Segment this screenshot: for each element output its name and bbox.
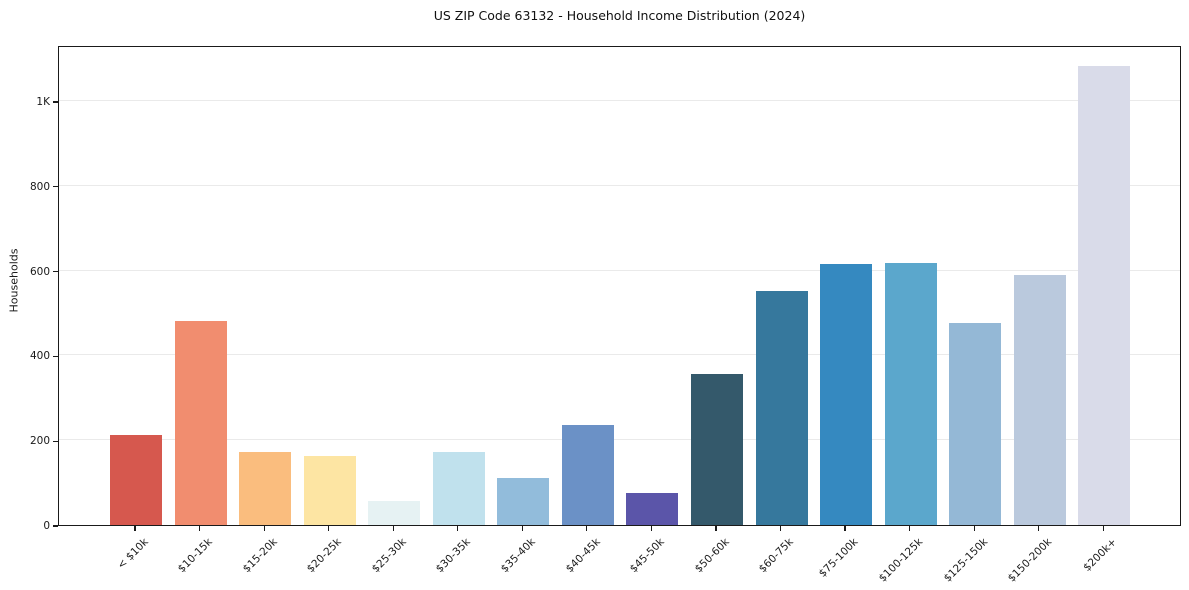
bar bbox=[690, 374, 743, 525]
x-tick-label: $200k+ bbox=[1080, 536, 1119, 574]
bar bbox=[561, 424, 614, 525]
y-tick-mark bbox=[53, 525, 58, 527]
x-tick-label: $75-100k bbox=[816, 536, 861, 580]
x-tick-mark bbox=[779, 526, 782, 531]
x-tick-mark bbox=[909, 526, 911, 531]
x-tick-mark bbox=[715, 526, 717, 531]
y-tick-label: 400 bbox=[29, 350, 50, 363]
y-axis-label: Households bbox=[7, 248, 21, 313]
x-tick-label: $100-125k bbox=[876, 536, 926, 585]
bar bbox=[174, 321, 227, 525]
x-tick-mark bbox=[457, 526, 459, 531]
y-tick-label: 800 bbox=[29, 180, 50, 193]
x-tick-label: $15-20k bbox=[240, 536, 280, 576]
y-tick-mark bbox=[53, 186, 58, 188]
x-tick-mark bbox=[521, 526, 523, 531]
gridline bbox=[59, 439, 1180, 441]
y-tick-mark bbox=[53, 270, 58, 273]
y-tick-label: 200 bbox=[29, 435, 50, 448]
x-tick-label: $30-35k bbox=[434, 536, 474, 576]
bar bbox=[626, 493, 679, 525]
x-tick-mark bbox=[650, 526, 652, 531]
x-tick-mark bbox=[263, 526, 265, 531]
bar bbox=[239, 452, 292, 525]
x-tick-mark bbox=[328, 526, 330, 531]
y-tick-label: 0 bbox=[43, 520, 50, 532]
gridline bbox=[59, 99, 1180, 101]
bar bbox=[884, 262, 937, 525]
y-tick-mark bbox=[53, 440, 58, 442]
x-tick-mark bbox=[973, 526, 975, 531]
plot-area bbox=[58, 46, 1181, 526]
gridline bbox=[59, 269, 1180, 271]
x-tick-mark bbox=[1038, 526, 1040, 531]
x-tick-mark bbox=[392, 526, 394, 531]
bar bbox=[303, 455, 356, 525]
x-tick-mark bbox=[844, 526, 846, 531]
x-tick-mark bbox=[1102, 526, 1104, 531]
x-tick-label: $35-40k bbox=[498, 536, 538, 576]
y-tick-label: 600 bbox=[29, 265, 50, 278]
chart-title: US ZIP Code 63132 - Household Income Dis… bbox=[433, 8, 806, 23]
x-tick-label: $25-30k bbox=[369, 536, 409, 576]
x-tick-mark bbox=[586, 526, 588, 531]
bar bbox=[755, 290, 808, 525]
x-tick-label: $150-200k bbox=[1005, 536, 1055, 585]
x-tick-label: $10-15k bbox=[175, 536, 216, 576]
y-tick-mark bbox=[53, 101, 58, 103]
y-tick-mark bbox=[53, 355, 58, 357]
x-tick-label: $45-50k bbox=[627, 536, 667, 576]
x-tick-label: $50-60k bbox=[692, 536, 732, 576]
bar bbox=[1013, 274, 1066, 525]
x-tick-label: $60-75k bbox=[756, 536, 796, 576]
x-tick-label: < $10k bbox=[114, 536, 151, 572]
x-tick-mark bbox=[198, 526, 201, 531]
bar bbox=[432, 452, 485, 525]
x-tick-label: $125-150k bbox=[941, 536, 990, 585]
x-tick-label: $20-25k bbox=[305, 536, 345, 576]
bar bbox=[368, 501, 421, 525]
bar bbox=[497, 478, 550, 525]
bar bbox=[949, 322, 1002, 525]
gridline bbox=[59, 354, 1180, 356]
x-tick-mark bbox=[134, 526, 136, 531]
bar bbox=[1078, 66, 1131, 525]
bar bbox=[110, 434, 162, 525]
y-tick-label: 1K bbox=[36, 95, 50, 108]
x-tick-label: $40-45k bbox=[563, 536, 603, 576]
gridline bbox=[59, 184, 1180, 186]
bar bbox=[820, 264, 873, 525]
